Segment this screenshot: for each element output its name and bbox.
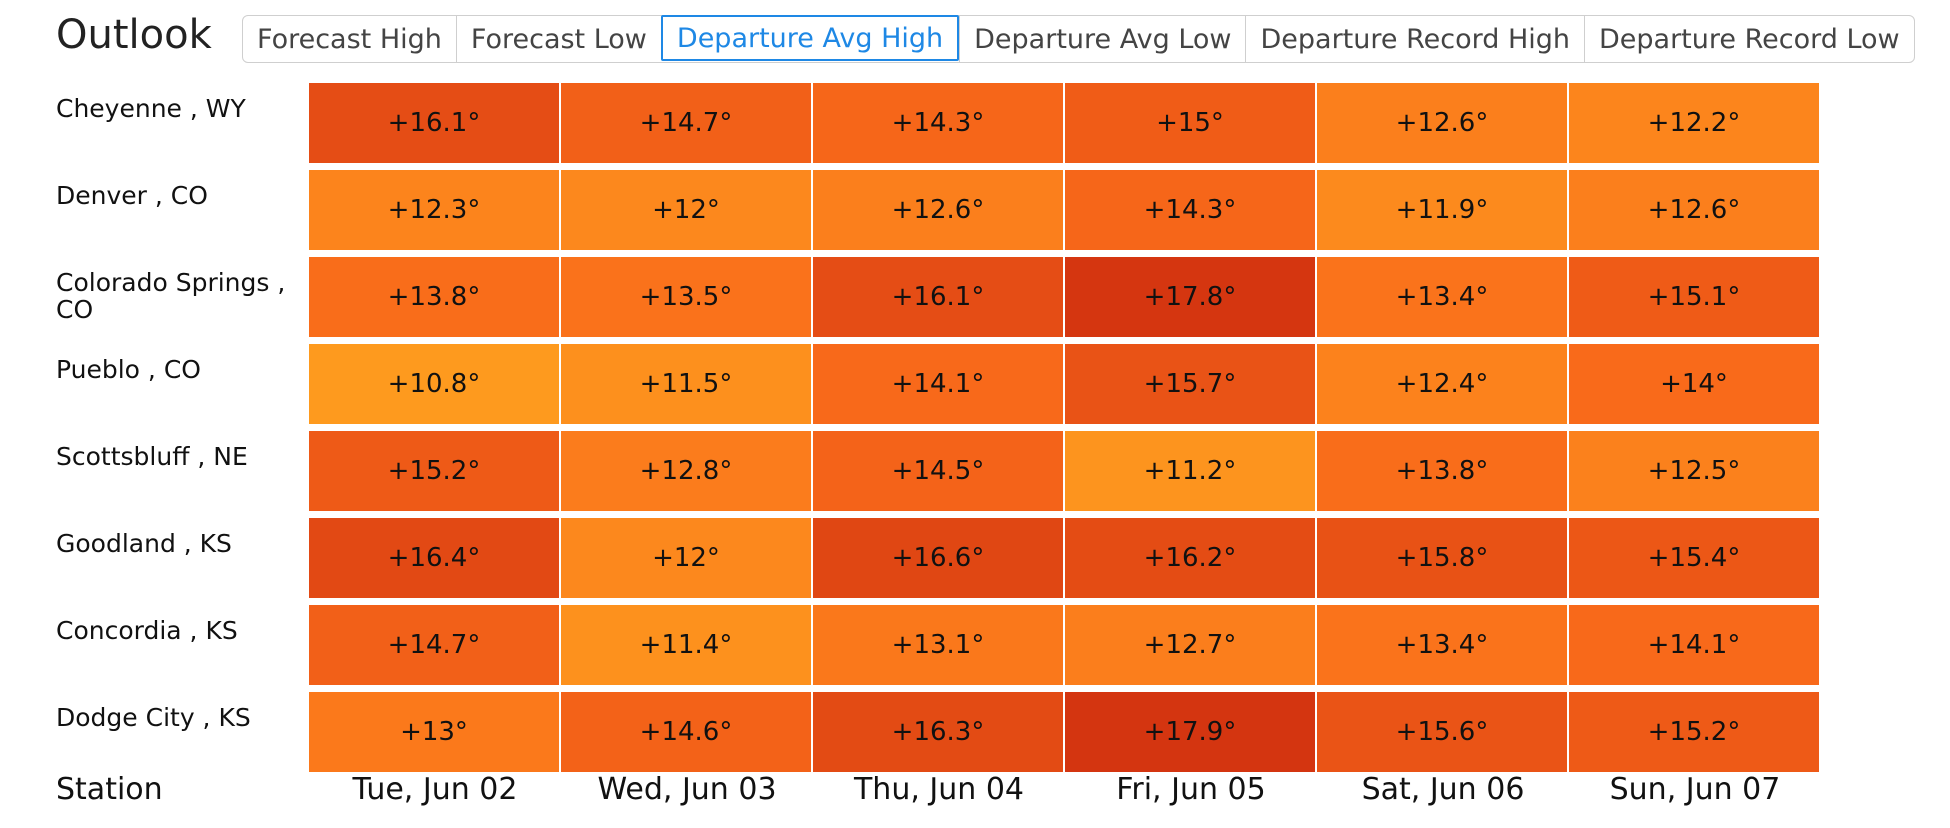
day-label: Thu, Jun 04 — [853, 772, 1024, 807]
heatmap-cell: +16.1° — [309, 83, 559, 163]
heatmap-cell: +16.3° — [813, 692, 1063, 772]
tab-forecast-high[interactable]: Forecast High — [257, 23, 442, 55]
heatmap-cell: +12° — [561, 518, 811, 598]
tab-departure-record-high[interactable]: Departure Record High — [1245, 16, 1584, 62]
heatmap-cell: +12.4° — [1317, 344, 1567, 424]
heatmap-cell: +16.6° — [813, 518, 1063, 598]
heatmap-cell: +14.1° — [813, 344, 1063, 424]
heatmap-cell: +14.3° — [813, 83, 1063, 163]
heatmap-cell: +11.4° — [561, 605, 811, 685]
day-label: Fri, Jun 05 — [1116, 772, 1266, 807]
heatmap-cell: +15° — [1065, 83, 1315, 163]
heatmap-cell: +12.6° — [1569, 170, 1819, 250]
station-label: Dodge City , KS — [56, 703, 251, 732]
heatmap-cell: +17.9° — [1065, 692, 1315, 772]
heatmap-cell: +12.7° — [1065, 605, 1315, 685]
day-label: Sun, Jun 07 — [1609, 772, 1781, 807]
heatmap-grid: +16.1° +14.7° +14.3° +15° +12.6° +12.2° +12.3°… — [309, 83, 1821, 772]
station-label: Scottsbluff , NE — [56, 442, 248, 471]
day-label: Tue, Jun 02 — [352, 772, 518, 807]
tab-departure-record-low[interactable]: Departure Record Low — [1584, 16, 1914, 62]
page-title: Outlook — [56, 12, 212, 58]
heatmap-cell: +16.2° — [1065, 518, 1315, 598]
day-label: Wed, Jun 03 — [597, 772, 777, 807]
heatmap-cell: +14° — [1569, 344, 1819, 424]
heatmap-cell: +12.2° — [1569, 83, 1819, 163]
heatmap-cell: +13.5° — [561, 257, 811, 337]
heatmap-cell: +13.4° — [1317, 257, 1567, 337]
heatmap-cell: +11.5° — [561, 344, 811, 424]
station-label: Cheyenne , WY — [56, 94, 246, 123]
heatmap-cell: +12.5° — [1569, 431, 1819, 511]
heatmap-cell: +15.8° — [1317, 518, 1567, 598]
heatmap-cell: +14.5° — [813, 431, 1063, 511]
station-label: Goodland , KS — [56, 529, 232, 558]
heatmap-cell: +10.8° — [309, 344, 559, 424]
station-label: Concordia , KS — [56, 616, 238, 645]
heatmap-cell: +14.1° — [1569, 605, 1819, 685]
heatmap-cell: +15.6° — [1317, 692, 1567, 772]
station-label: Pueblo , CO — [56, 355, 201, 384]
heatmap-cell: +15.7° — [1065, 344, 1315, 424]
heatmap-cell: +14.6° — [561, 692, 811, 772]
heatmap-cell: +15.1° — [1569, 257, 1819, 337]
station-header: Station — [56, 772, 163, 807]
heatmap-cell: +11.9° — [1317, 170, 1567, 250]
heatmap-cell: +12.6° — [1317, 83, 1567, 163]
heatmap-cell: +14.3° — [1065, 170, 1315, 250]
heatmap-cell: +15.4° — [1569, 518, 1819, 598]
heatmap-cell: +14.7° — [561, 83, 811, 163]
heatmap-cell: +14.7° — [309, 605, 559, 685]
heatmap-cell: +16.1° — [813, 257, 1063, 337]
heatmap-cell: +13.8° — [1317, 431, 1567, 511]
tab-departure-avg-low[interactable]: Departure Avg Low — [959, 16, 1245, 62]
heatmap-cell: +16.4° — [309, 518, 559, 598]
heatmap-cell: +13.4° — [1317, 605, 1567, 685]
tab-departure-avg-high[interactable]: Departure Avg High — [660, 15, 960, 61]
heatmap-cell: +13.8° — [309, 257, 559, 337]
view-tabs: Forecast High Forecast Low Departure Avg H… — [242, 15, 1915, 63]
heatmap-cell: +15.2° — [309, 431, 559, 511]
heatmap-cell: +12.8° — [561, 431, 811, 511]
heatmap-cell: +13° — [309, 692, 559, 772]
day-label: Sat, Jun 06 — [1361, 772, 1525, 807]
tab-forecast-low[interactable]: Forecast Low — [455, 16, 661, 62]
heatmap-cell: +17.8° — [1065, 257, 1315, 337]
heatmap-cell: +12° — [561, 170, 811, 250]
heatmap-cell: +11.2° — [1065, 431, 1315, 511]
station-label: Denver , CO — [56, 181, 208, 210]
heatmap-cell: +12.6° — [813, 170, 1063, 250]
station-label: Colorado Springs , CO — [56, 268, 286, 324]
heatmap-cell: +15.2° — [1569, 692, 1819, 772]
heatmap-cell: +13.1° — [813, 605, 1063, 685]
heatmap-cell: +12.3° — [309, 170, 559, 250]
